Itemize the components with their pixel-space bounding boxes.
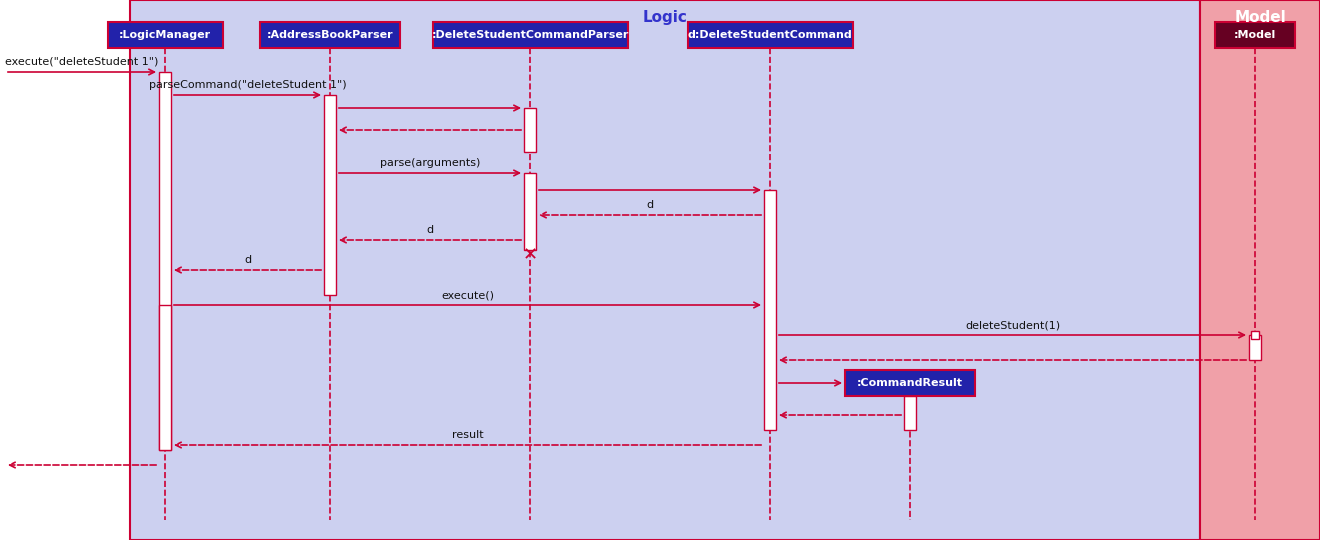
Bar xyxy=(688,22,853,48)
Bar xyxy=(158,72,172,450)
Text: :DeleteStudentCommandParser: :DeleteStudentCommandParser xyxy=(432,30,628,40)
Text: execute(): execute() xyxy=(441,290,494,300)
Bar xyxy=(129,0,1200,540)
Text: parse(arguments): parse(arguments) xyxy=(380,158,480,168)
Bar xyxy=(524,108,536,152)
Text: deleteStudent(1): deleteStudent(1) xyxy=(965,320,1060,330)
Text: d: d xyxy=(244,255,251,265)
Bar xyxy=(260,22,400,48)
Bar xyxy=(904,396,916,430)
Text: Model: Model xyxy=(1234,10,1286,25)
Bar xyxy=(764,190,776,430)
Bar xyxy=(1251,331,1259,339)
Text: :Model: :Model xyxy=(1234,30,1276,40)
Text: result: result xyxy=(451,430,483,440)
Text: d:DeleteStudentCommand: d:DeleteStudentCommand xyxy=(688,30,853,40)
Bar xyxy=(1249,335,1261,360)
Text: :LogicManager: :LogicManager xyxy=(119,30,211,40)
Bar xyxy=(107,22,223,48)
Text: d: d xyxy=(647,200,653,210)
Text: execute("deleteStudent 1"): execute("deleteStudent 1") xyxy=(5,57,158,67)
Bar xyxy=(1200,0,1320,540)
Text: d: d xyxy=(426,225,433,235)
Bar xyxy=(524,173,536,250)
Bar xyxy=(323,95,337,295)
Text: parseCommand("deleteStudent 1"): parseCommand("deleteStudent 1") xyxy=(149,80,346,90)
Bar xyxy=(1214,22,1295,48)
Text: Logic: Logic xyxy=(643,10,688,25)
Text: :AddressBookParser: :AddressBookParser xyxy=(267,30,393,40)
Text: ✕: ✕ xyxy=(523,246,537,264)
Bar xyxy=(433,22,627,48)
Bar xyxy=(845,370,975,396)
Bar xyxy=(158,305,172,450)
Text: :CommandResult: :CommandResult xyxy=(857,378,964,388)
